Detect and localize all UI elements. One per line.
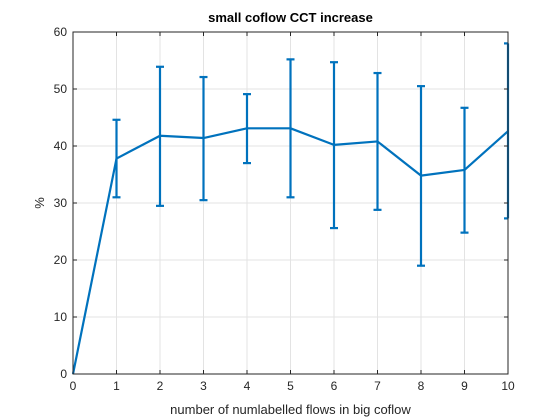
y-tick-label: 20 xyxy=(54,253,68,267)
y-tick-label: 60 xyxy=(54,25,68,39)
x-axis-label: number of numlabelled flows in big coflo… xyxy=(170,402,411,417)
y-tick-label: 10 xyxy=(54,310,68,324)
x-tick-label: 0 xyxy=(70,379,77,393)
axis-ticks: 0 1 2 3 4 5 6 7 8 9 10 0 10 20 30 40 50 60 xyxy=(54,25,515,393)
y-tick-label: 40 xyxy=(54,139,68,153)
y-axis-label: % xyxy=(32,197,47,209)
x-tick-label: 8 xyxy=(418,379,425,393)
x-tick-label: 4 xyxy=(244,379,251,393)
y-tick-label: 50 xyxy=(54,82,68,96)
x-tick-label: 1 xyxy=(113,379,120,393)
y-tick-label: 30 xyxy=(54,196,68,210)
x-tick-label: 9 xyxy=(461,379,468,393)
x-tick-label: 6 xyxy=(331,379,338,393)
x-tick-label: 3 xyxy=(200,379,207,393)
x-tick-label: 7 xyxy=(374,379,381,393)
x-tick-label: 10 xyxy=(501,379,515,393)
chart-title: small coflow CCT increase xyxy=(208,10,373,25)
x-tick-label: 5 xyxy=(287,379,294,393)
x-tick-label: 2 xyxy=(157,379,164,393)
y-tick-label: 0 xyxy=(60,367,67,381)
